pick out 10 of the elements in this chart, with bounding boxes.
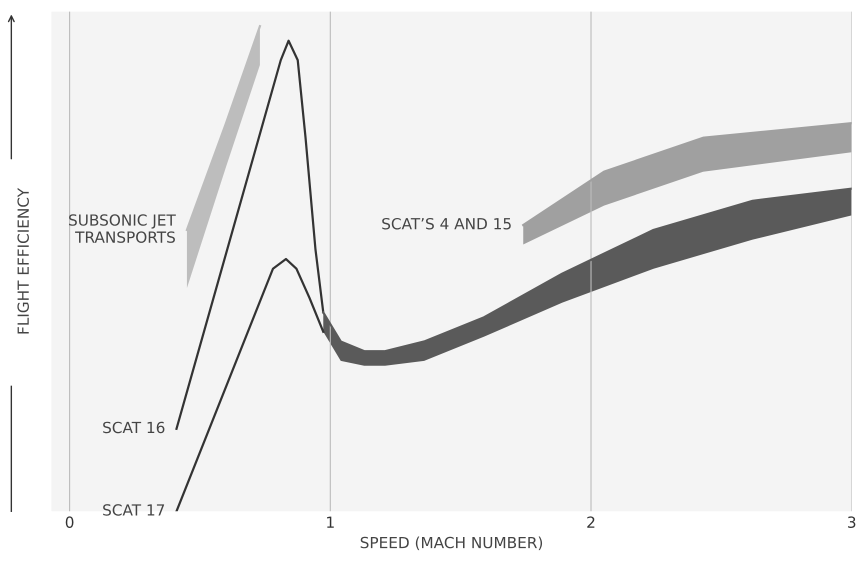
x-tick-label: 3 bbox=[848, 516, 856, 528]
series-label: SCAT 16 bbox=[103, 422, 164, 434]
x-tick-label: 1 bbox=[327, 516, 334, 528]
x-axis-title: SPEED (MACH NUMBER) bbox=[360, 536, 542, 550]
series-label: SCAT’S 4 AND 15 bbox=[382, 218, 511, 230]
x-tick-label: 2 bbox=[587, 516, 594, 528]
x-tick-label: 0 bbox=[66, 516, 74, 528]
y-axis-title: FLIGHT EFFICIENCY bbox=[17, 188, 29, 334]
series-label: SCAT 17 bbox=[103, 504, 164, 516]
series-label: SUBSONIC JET TRANSPORTS bbox=[69, 214, 176, 243]
